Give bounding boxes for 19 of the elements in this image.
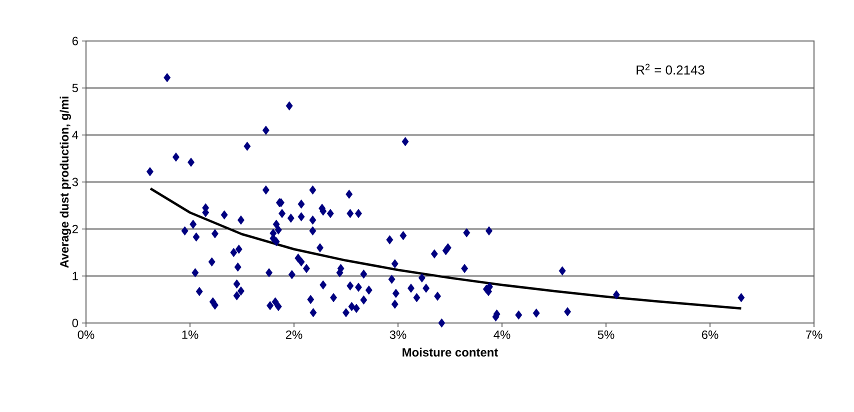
x-tick-label: 6% — [702, 330, 718, 339]
y-tick-label: 2 — [72, 224, 78, 234]
x-tick-label: 0% — [78, 330, 94, 339]
y-tick-label: 4 — [72, 130, 78, 140]
x-axis-title: Moisture content — [402, 348, 498, 357]
line-series — [149, 187, 742, 310]
x-tick-label: 4% — [494, 330, 510, 339]
y-tick-label: 1 — [72, 272, 78, 280]
x-tick-label: 5% — [598, 330, 614, 339]
y-tick-label: 6 — [72, 36, 78, 46]
x-tick-label: 3% — [390, 330, 406, 339]
annotation: R$^{2}$ = 0.2143 — [636, 64, 704, 75]
y-tick-label: 5 — [72, 84, 78, 92]
y-axis-title: Average dust production, g/mi — [60, 96, 71, 268]
x-tick-label: 2% — [286, 330, 302, 339]
x-tick-label: 7% — [806, 330, 822, 339]
y-tick-label: 0 — [72, 318, 78, 328]
y-tick-label: 3 — [72, 178, 78, 186]
x-tick-label: 1% — [182, 330, 198, 339]
